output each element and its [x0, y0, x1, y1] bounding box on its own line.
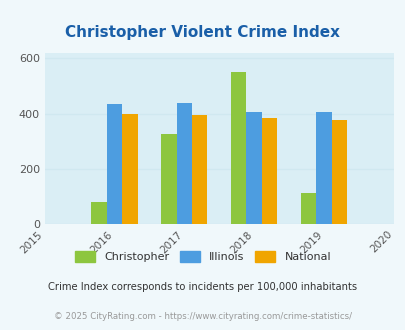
Text: Crime Index corresponds to incidents per 100,000 inhabitants: Crime Index corresponds to incidents per… [48, 282, 357, 292]
Text: Christopher Violent Crime Index: Christopher Violent Crime Index [65, 25, 340, 41]
Text: © 2025 CityRating.com - https://www.cityrating.com/crime-statistics/: © 2025 CityRating.com - https://www.city… [54, 312, 351, 321]
Bar [107, 104, 122, 224]
Bar [122, 114, 137, 224]
Bar [176, 103, 192, 224]
Bar [230, 72, 246, 224]
Bar [300, 193, 315, 224]
Bar [315, 112, 331, 224]
Bar [91, 202, 107, 224]
Bar [246, 112, 261, 224]
Bar [331, 120, 346, 224]
Bar [261, 118, 277, 224]
Legend: Christopher, Illinois, National: Christopher, Illinois, National [70, 247, 335, 266]
Bar [161, 134, 176, 224]
Bar [192, 115, 207, 224]
